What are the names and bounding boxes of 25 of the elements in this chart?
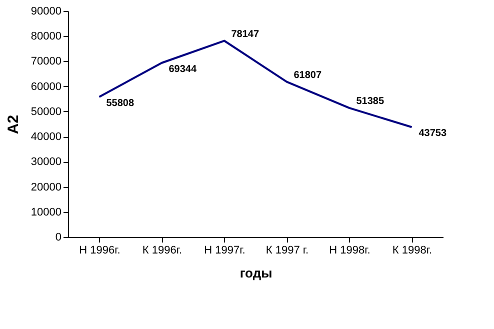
x-tick-label: К 1997 г. [266,244,309,256]
y-tick-label: 30000 [30,156,62,168]
y-tick-label: 10000 [30,206,62,218]
x-axis-title: годы [240,266,272,280]
x-tick-label: Н 1998г. [329,244,370,256]
line-series [98,40,413,128]
x-tick-label: К 1998г. [392,244,432,256]
x-tick-label: К 1996г. [142,244,182,256]
y-tick-label: 60000 [30,80,62,93]
y-tick-label: 90000 [30,6,62,18]
y-tick-label: 0 [55,232,62,244]
y-tick-label: 80000 [30,30,62,43]
data-label: 43753 [418,128,447,140]
y-tick-label: 20000 [30,181,62,194]
y-tick-label: 50000 [30,106,62,118]
y-tick-label: 70000 [30,56,62,68]
x-tick-label: Н 1997г. [204,244,246,256]
x-tick-label: Н 1996г. [79,244,120,256]
data-label: 51385 [356,96,384,107]
y-tick-label: 40000 [30,131,62,144]
data-label: 61807 [294,70,322,81]
data-label: 55808 [106,98,134,109]
data-label: 78147 [231,28,260,40]
y-axis-title: А2 [4,114,22,134]
data-label: 69344 [168,64,197,75]
